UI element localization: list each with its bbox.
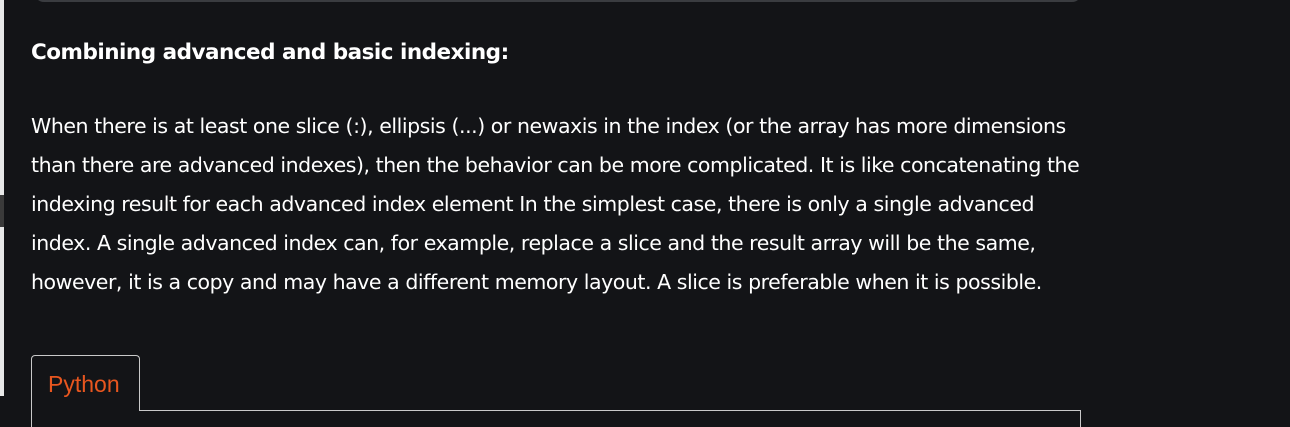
section-paragraph: When there is at least one slice (:), el… — [31, 114, 1080, 294]
left-edge-gap — [0, 396, 4, 427]
left-edge-notch — [0, 195, 4, 227]
previous-code-block-edge — [34, 0, 1082, 2]
code-panel — [31, 410, 1081, 427]
tab-python[interactable]: Python — [31, 355, 140, 411]
section-heading: Combining advanced and basic indexing: — [31, 40, 509, 65]
tab-python-label: Python — [48, 371, 120, 397]
